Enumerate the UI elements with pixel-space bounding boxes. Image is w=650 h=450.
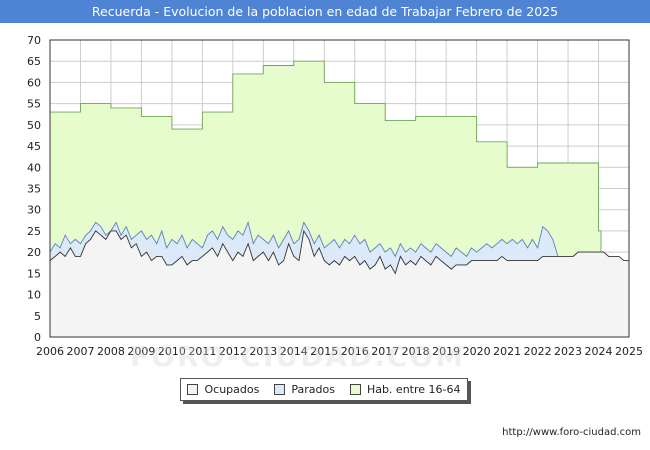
x-tick-label: 2006	[36, 345, 64, 358]
source-url: http://www.foro-ciudad.com	[502, 427, 641, 438]
series-area-ocupados	[50, 230, 629, 337]
x-tick-label: 2011	[188, 345, 216, 358]
x-tick-label: 2025	[615, 345, 643, 358]
x-tick-label: 2013	[249, 345, 277, 358]
y-tick-label: 50	[27, 119, 41, 132]
x-tick-label: 2019	[432, 345, 460, 358]
series-line-ocupados	[49, 229, 629, 275]
x-tick-label: 2018	[402, 345, 430, 358]
x-tick-label: 2023	[554, 345, 582, 358]
x-tick-label: 2017	[371, 345, 399, 358]
legend-swatch-ocupados	[187, 384, 199, 395]
y-tick-label: 30	[27, 204, 41, 217]
y-tick-label: 20	[27, 246, 41, 259]
x-tick-label: 2007	[66, 345, 94, 358]
chart-title: Recuerda - Evolucion de la poblacion en …	[0, 0, 650, 23]
y-tick-label: 60	[27, 76, 41, 89]
y-tick-label: 70	[27, 34, 41, 47]
series-line-hab-entre-16-64	[50, 60, 602, 253]
legend-item-hab: Hab. entre 16-64	[349, 383, 461, 396]
series-line-parados	[49, 220, 599, 258]
x-tick-label: 2009	[127, 345, 155, 358]
watermark-text: FORO-CIUDAD.COM	[130, 340, 466, 373]
y-tick-label: 10	[27, 289, 41, 302]
y-tick-label: 55	[27, 98, 41, 111]
x-tick-label: 2010	[158, 345, 186, 358]
y-tick-label: 35	[27, 183, 41, 196]
plot-frame	[49, 39, 630, 338]
legend-item-ocupados: Ocupados	[187, 383, 259, 396]
x-tick-label: 2012	[219, 345, 247, 358]
legend: Ocupados Parados Hab. entre 16-64	[180, 378, 468, 401]
x-tick-label: 2020	[463, 345, 491, 358]
y-tick-label: 5	[34, 310, 41, 323]
legend-item-parados: Parados	[274, 383, 335, 396]
y-tick-label: 15	[27, 267, 41, 280]
x-tick-label: 2021	[493, 345, 521, 358]
y-tick-label: 25	[27, 225, 41, 238]
y-tick-label: 0	[34, 331, 41, 344]
x-tick-label: 2016	[341, 345, 369, 358]
x-tick-label: 2008	[97, 345, 125, 358]
y-tick-label: 40	[27, 161, 41, 174]
x-tick-label: 2022	[524, 345, 552, 358]
series-areas	[49, 60, 629, 337]
x-tick-label: 2024	[585, 345, 613, 358]
y-tick-label: 45	[27, 140, 41, 153]
legend-label-parados: Parados	[291, 383, 335, 396]
legend-label-ocupados: Ocupados	[204, 383, 260, 396]
y-tick-label: 65	[27, 55, 41, 68]
x-tick-label: 2015	[310, 345, 338, 358]
x-tick-label: 2014	[280, 345, 308, 358]
legend-label-hab: Hab. entre 16-64	[366, 383, 461, 396]
legend-swatch-parados	[274, 384, 286, 395]
legend-swatch-hab	[349, 384, 361, 395]
